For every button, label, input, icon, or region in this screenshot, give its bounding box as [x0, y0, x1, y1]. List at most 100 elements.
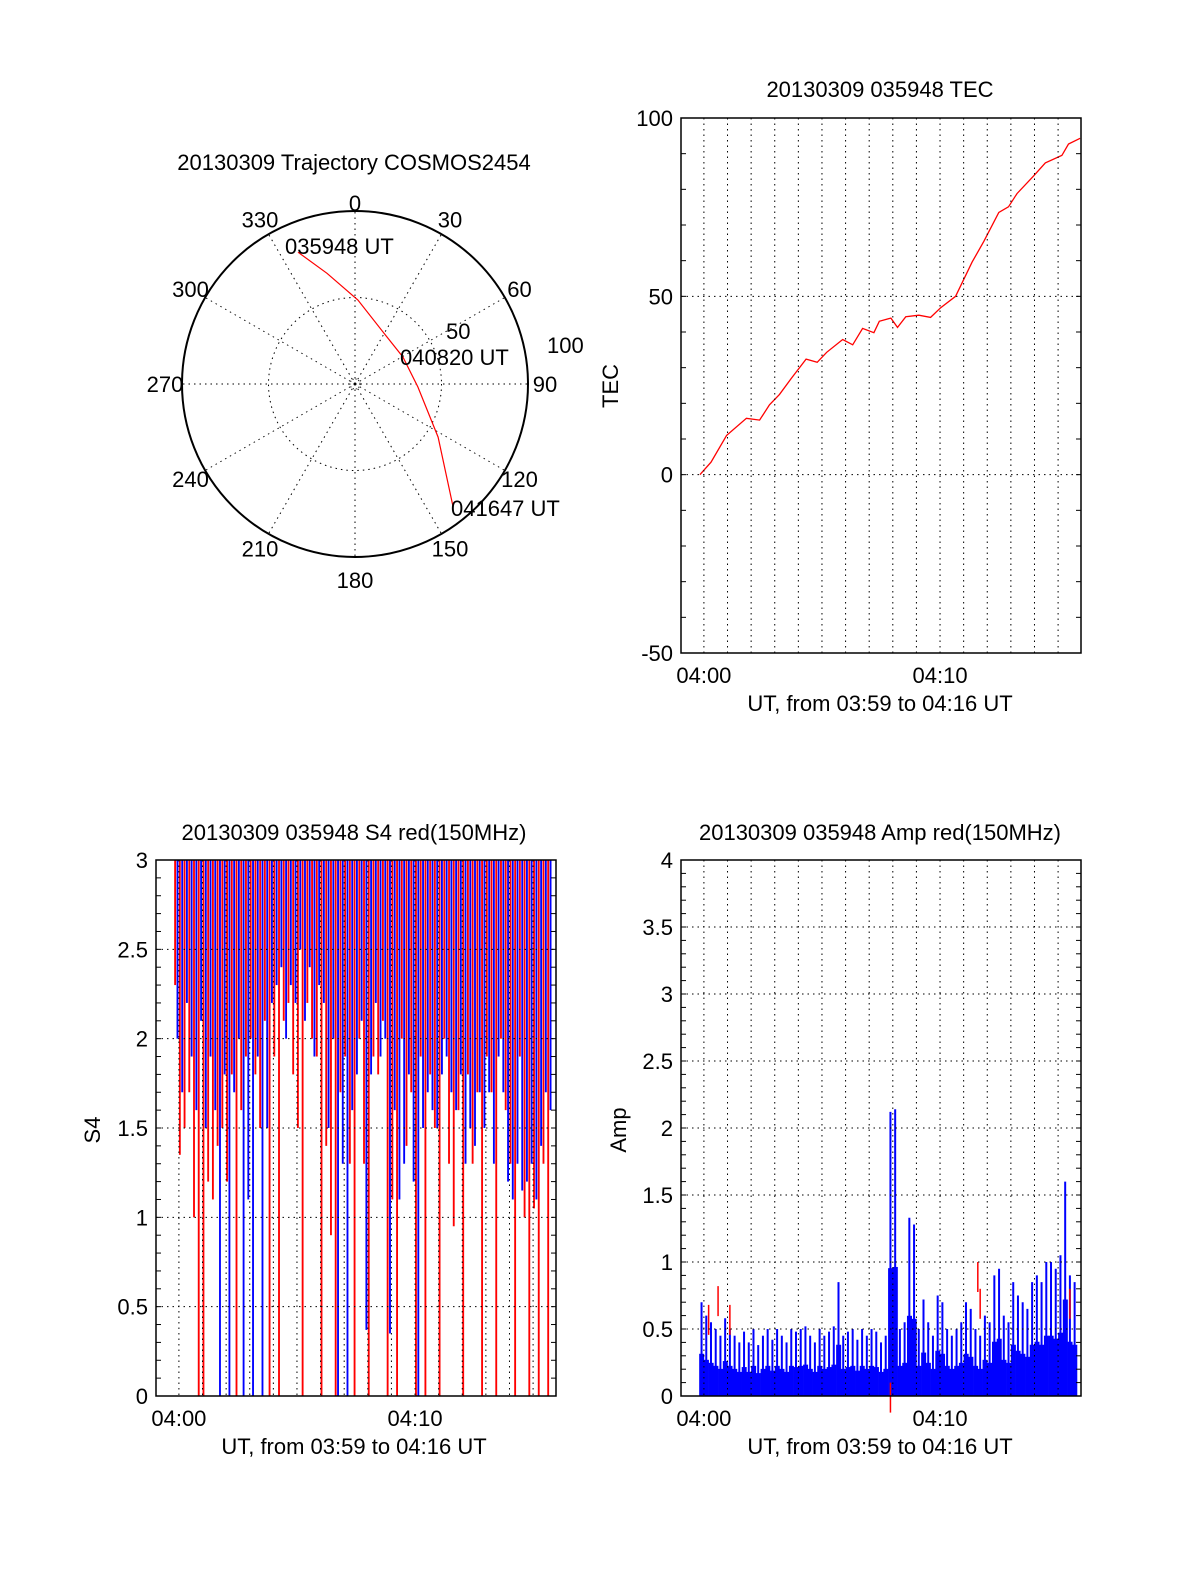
- s4-blue-bar: [190, 860, 193, 1057]
- s4-ylabel: S4: [80, 1117, 105, 1144]
- s4-blue-bar: [384, 860, 387, 1039]
- s4-blue-bar: [478, 860, 481, 1093]
- s4-red-bar: [339, 860, 342, 1093]
- ytick-label: 3: [661, 982, 673, 1007]
- spoke-330: [268, 233, 356, 385]
- s4-blue-bar: [270, 860, 273, 1003]
- s4-red-bar: [528, 860, 531, 1396]
- s4-blue-bar: [407, 860, 410, 1075]
- s4-red-bar: [344, 860, 347, 1057]
- ytick-label: 0.5: [117, 1295, 148, 1320]
- s4-red-bar: [268, 860, 271, 1396]
- s4-blue-bar: [313, 860, 316, 1057]
- polar-angle-labels: 0 30 60 90 120 150 180 210 240 270 300 330: [147, 191, 558, 593]
- xtick-label: 04:00: [676, 663, 731, 688]
- outer-circle: [181, 210, 529, 558]
- angle-label-120: 120: [501, 467, 538, 492]
- s4-red-bar: [476, 860, 479, 1093]
- s4-red-bar: [183, 860, 186, 1128]
- s4-blue-bar: [185, 860, 188, 1003]
- polar-title: 20130309 Trajectory COSMOS2454: [177, 150, 530, 175]
- s4-blue-bar: [412, 860, 415, 1182]
- s4-blue-bar: [389, 860, 391, 1334]
- s4-blue-bar: [417, 860, 420, 1396]
- s4-red-bar: [547, 860, 550, 1396]
- s4-blue-bar: [299, 860, 302, 950]
- s4-red-bar: [287, 860, 290, 1003]
- spoke-30: [354, 233, 442, 385]
- xtick-label: 04:10: [913, 1406, 968, 1431]
- s4-red-bar: [471, 860, 474, 1164]
- s4-red-bar: [202, 860, 205, 1396]
- s4-blue-bar: [256, 860, 259, 1057]
- ytick-label: 2.5: [642, 1049, 673, 1074]
- s4-red-bar: [325, 860, 328, 1146]
- s4-red-bar: [226, 860, 228, 1182]
- s4-blue-bar: [195, 860, 198, 1111]
- s4-blue-bar: [370, 860, 373, 1075]
- s4-red-bar: [533, 860, 535, 1209]
- s4-blue-bar: [219, 860, 221, 1396]
- ytick-label: -50: [641, 641, 673, 666]
- s4-red-bar: [396, 860, 399, 1396]
- s4-red-bar: [292, 860, 295, 1075]
- s4-red-bar: [245, 860, 247, 1057]
- s4-blue-bar: [322, 860, 325, 1003]
- s4-red-bar: [410, 860, 413, 1093]
- s4-xlabel: UT, from 03:59 to 04:16 UT: [221, 1434, 486, 1459]
- s4-red-bar: [263, 860, 266, 1021]
- s4-blue-bar: [223, 860, 226, 1075]
- tec-plot: 20130309 035948 TEC UT, from 03:59 to 04…: [598, 77, 1082, 716]
- s4-red-bar: [197, 860, 200, 1396]
- ytick-label: 0: [136, 1384, 148, 1409]
- amp-ylabel: Amp: [606, 1107, 631, 1152]
- s4-red-bar: [443, 860, 446, 1039]
- angle-label-60: 60: [507, 277, 531, 302]
- s4-blue-bar: [228, 860, 231, 1396]
- s4-red-bar: [240, 860, 243, 1111]
- s4-blue-bar: [275, 860, 278, 986]
- angle-label-0: 0: [349, 191, 361, 216]
- s4-blue-bar: [455, 860, 458, 1111]
- s4-blue-bar: [374, 860, 377, 1003]
- spoke-300: [204, 297, 356, 385]
- s4-blue-bar: [204, 860, 207, 1128]
- s4-blue-bar: [214, 860, 217, 1111]
- s4-blue-bar: [252, 860, 254, 1396]
- s4-red-bar: [481, 860, 484, 1396]
- s4-blue-bar: [365, 860, 368, 1330]
- s4-blue-bar: [346, 860, 349, 1396]
- s4-blue-bar: [341, 860, 344, 1164]
- s4-blue-bar: [426, 860, 429, 1093]
- s4-red-bar: [330, 860, 332, 1236]
- s4-red-bar: [433, 860, 436, 1128]
- angle-label-90: 90: [533, 372, 557, 397]
- ytick-label: 2: [661, 1116, 673, 1141]
- s4-blue-bar: [308, 860, 311, 968]
- s4-blue-bar: [403, 860, 406, 1164]
- s4-red-bar: [363, 860, 365, 1164]
- s4-red-bar: [296, 860, 299, 1128]
- amp-plot: 20130309 035948 Amp red(150MHz) UT, from…: [606, 820, 1082, 1459]
- s4-blue-bar: [521, 860, 524, 1191]
- spoke-150: [354, 383, 442, 535]
- s4-red-bar: [372, 860, 375, 1057]
- s4-red-bar: [500, 860, 502, 1039]
- s4-blue-bar: [445, 860, 448, 1057]
- s4-blue-bar: [492, 860, 495, 1164]
- tec-title: 20130309 035948 TEC: [766, 77, 993, 102]
- ytick-label: 3: [136, 848, 148, 873]
- angle-label-330: 330: [242, 207, 279, 232]
- s4-red-bar: [518, 860, 521, 1057]
- s4-blue-bar: [422, 860, 424, 1128]
- s4-red-bar: [438, 860, 441, 1396]
- s4-blue-bar: [530, 860, 533, 1164]
- s4-red-bar: [400, 860, 403, 1039]
- s4-red-bar: [485, 860, 488, 1057]
- s4-blue-bar: [356, 860, 358, 1075]
- s4-red-bar: [254, 860, 257, 1075]
- tec-series-line: [699, 137, 1081, 476]
- s4-red-bar: [216, 860, 219, 1146]
- s4-red-bar: [424, 860, 427, 1396]
